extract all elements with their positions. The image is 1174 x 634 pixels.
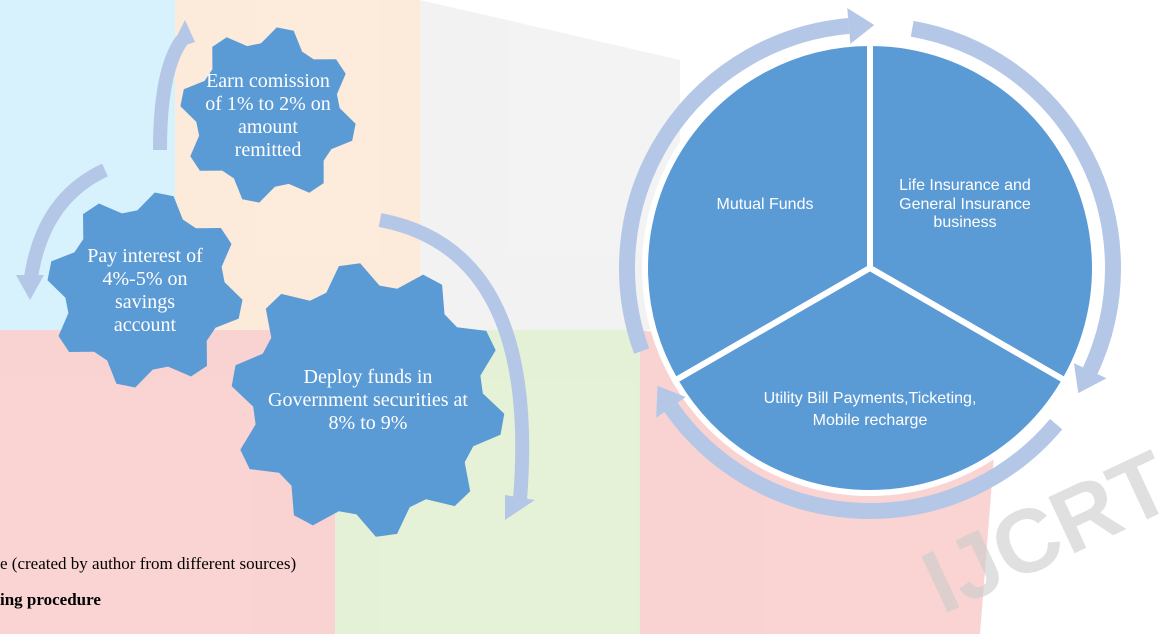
gear-label: Pay interest of 4%-5% on savings account: [87, 245, 203, 336]
cycle-segment: [671, 264, 1069, 497]
gear-arrows: [16, 20, 535, 520]
arrow: [378, 213, 530, 501]
cycle-arrow: [619, 17, 850, 354]
caption: e (created by author from different sour…: [0, 554, 297, 573]
cycle-label: Mutual Funds: [716, 195, 814, 213]
arrow: [23, 163, 109, 286]
arrowhead: [847, 7, 875, 44]
cycle-arrow: [910, 20, 1121, 375]
arrowhead: [16, 275, 44, 300]
arrowhead: [656, 385, 686, 418]
arrowhead: [505, 495, 535, 520]
cycle-label: Utility Bill Payments,Ticketing, Mobile …: [763, 389, 977, 429]
heading: ing procedure: [0, 590, 101, 609]
gear-label: Earn comission of 1% to 2% on amount rem…: [205, 70, 331, 161]
cycle-label: Life Insurance and General Insurance bus…: [899, 177, 1031, 232]
gear: [231, 263, 505, 537]
arrowhead: [170, 20, 195, 50]
arrowhead: [1073, 363, 1107, 394]
cycle-segment: [642, 39, 873, 385]
cycle-arrow: [664, 402, 1063, 519]
gears: [47, 27, 505, 537]
cycle-diagram: [619, 7, 1121, 519]
gear: [180, 27, 356, 203]
cycle-segment: [867, 39, 1098, 385]
gear: [47, 192, 243, 388]
gear-label: Deploy funds in Government securities at…: [268, 365, 468, 434]
